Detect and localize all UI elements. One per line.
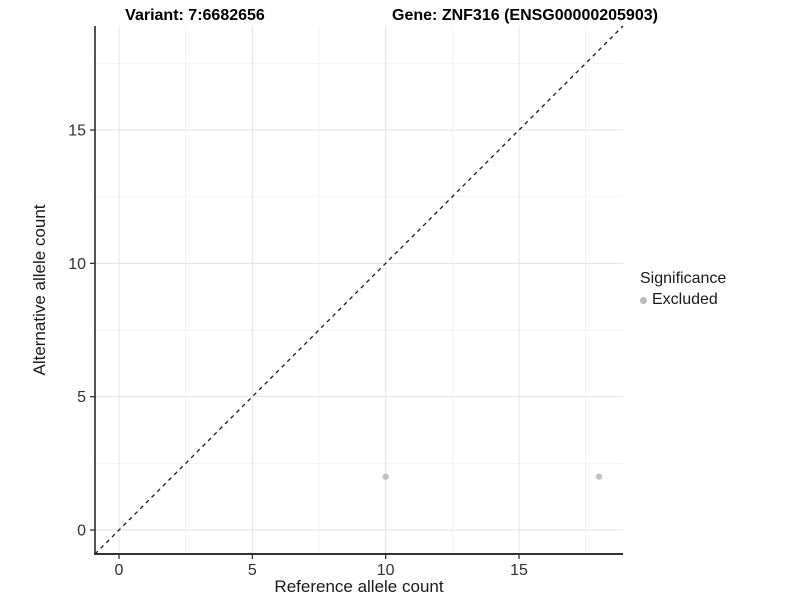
x-tick-label: 5 (248, 562, 257, 579)
plot-title-gene: Gene: ZNF316 (ENSG00000205903) (392, 7, 658, 24)
x-tick-label: 10 (377, 562, 395, 579)
y-tick-label: 0 (77, 523, 86, 540)
x-tick-label: 15 (510, 562, 528, 579)
legend: Significance Excluded (640, 270, 726, 309)
legend-title: Significance (640, 270, 727, 287)
y-tick-label: 5 (77, 389, 86, 406)
legend-item-label: Excluded (652, 291, 718, 308)
y-tick-label: 10 (68, 256, 86, 273)
y-tick-label: 15 (68, 123, 86, 140)
data-point (595, 473, 603, 480)
x-axis-title: Reference allele count (274, 577, 444, 596)
data-point (382, 473, 389, 480)
excluded-dot-icon (640, 296, 647, 304)
panel-background (95, 26, 623, 554)
plot-title-variant: Variant: 7:6682656 (125, 7, 265, 24)
legend-item-excluded: Excluded (640, 291, 726, 309)
x-tick-label: 0 (115, 562, 124, 579)
